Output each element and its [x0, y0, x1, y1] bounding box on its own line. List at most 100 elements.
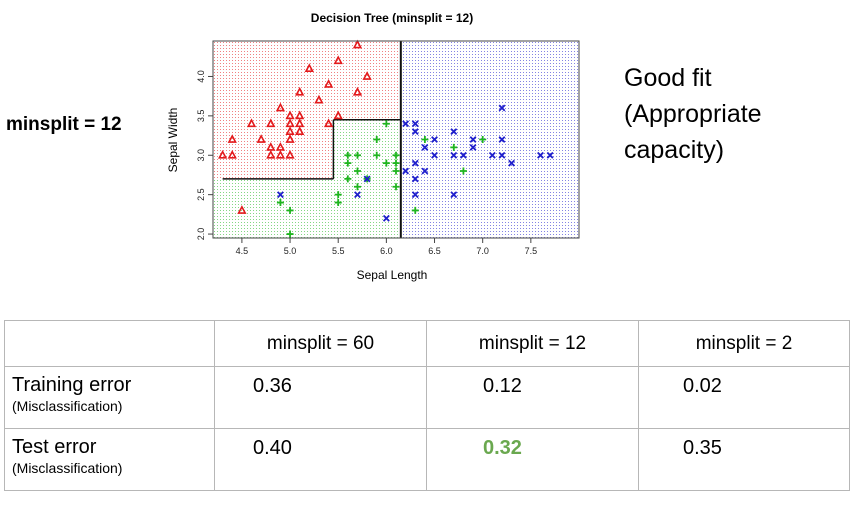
x-tick-label: 7.5: [525, 246, 538, 256]
point-virginica: [498, 151, 506, 159]
point-setosa: [217, 149, 228, 159]
x-tick-label: 7.0: [476, 246, 489, 256]
annotation-line-3: capacity): [624, 136, 725, 164]
point-virginica: [421, 143, 429, 151]
table-corner-cell: [4, 320, 215, 367]
point-virginica: [431, 151, 438, 159]
point-versicolor: [353, 183, 361, 191]
row-sublabel: (Misclassification): [12, 460, 123, 476]
point-setosa: [362, 71, 372, 80]
point-virginica: [498, 136, 506, 143]
data-points: [217, 39, 554, 238]
point-virginica: [508, 159, 516, 167]
x-tick-label: 4.5: [236, 246, 249, 256]
table-header-row: minsplit = 60 minsplit = 12 minsplit = 2: [4, 320, 850, 367]
point-setosa: [256, 134, 266, 143]
side-label: minsplit = 12: [6, 114, 122, 135]
point-versicolor: [344, 175, 352, 183]
point-versicolor: [392, 183, 400, 191]
point-virginica: [411, 120, 419, 128]
x-axis-label: Sepal Length: [357, 268, 428, 282]
row-label: Training error: [12, 374, 132, 396]
plot-frame: [212, 40, 580, 239]
point-versicolor: [373, 136, 381, 143]
x-axis: 4.5 5.0 5.5 6.0 6.5 7.0 7.5: [236, 238, 537, 256]
point-setosa: [275, 102, 286, 112]
point-setosa: [237, 205, 247, 214]
decision-regions: [213, 41, 579, 238]
annotation-line-1: Good fit: [624, 64, 712, 92]
point-versicolor: [353, 167, 361, 175]
table-row: Training error (Misclassification) 0.36 …: [4, 366, 850, 429]
point-setosa: [275, 149, 286, 159]
point-versicolor: [450, 143, 458, 151]
column-header: minsplit = 2: [638, 320, 850, 367]
point-versicolor: [459, 167, 467, 175]
point-virginica: [402, 120, 410, 128]
region-virginica: [400, 41, 579, 238]
y-tick-label: 4.0: [196, 70, 206, 83]
y-axis-label: Sepal Width: [166, 108, 180, 173]
point-virginica: [411, 191, 419, 199]
point-versicolor: [392, 151, 400, 159]
decision-boundaries: [222, 41, 402, 238]
point-setosa: [285, 149, 295, 159]
y-tick-label: 3.0: [196, 149, 206, 162]
point-versicolor: [479, 136, 487, 143]
point-setosa: [323, 118, 334, 128]
x-tick-label: 5.5: [332, 246, 345, 256]
region-versicolor: [213, 178, 334, 238]
point-versicolor: [344, 151, 352, 159]
point-virginica: [411, 175, 419, 183]
point-setosa: [323, 79, 334, 88]
point-virginica: [450, 151, 458, 159]
point-setosa: [295, 86, 305, 96]
point-versicolor: [344, 159, 352, 167]
point-virginica: [402, 167, 410, 175]
y-tick-label: 2.0: [196, 228, 206, 241]
point-virginica: [276, 191, 284, 199]
point-setosa: [314, 94, 324, 104]
point-setosa: [266, 118, 276, 128]
point-virginica: [431, 136, 438, 143]
point-virginica: [469, 136, 477, 143]
point-virginica: [382, 214, 390, 222]
table-cell: 0.12: [426, 366, 639, 429]
point-versicolor: [286, 230, 294, 238]
region-setosa: [333, 41, 401, 120]
point-setosa: [246, 118, 257, 128]
table-cell: 0.36: [214, 366, 427, 429]
table-row: Test error (Misclassification) 0.40 0.32…: [4, 428, 850, 491]
point-versicolor: [353, 151, 361, 159]
row-label: Test error: [12, 436, 97, 458]
table-cell: 0.35: [638, 428, 850, 491]
point-versicolor: [392, 159, 400, 167]
point-virginica: [488, 151, 496, 159]
point-virginica: [498, 104, 506, 112]
chart-title: Decision Tree (minsplit = 12): [311, 11, 473, 25]
point-virginica: [363, 175, 371, 183]
point-setosa: [352, 39, 363, 49]
point-setosa: [227, 134, 237, 143]
row-sublabel: (Misclassification): [12, 398, 123, 414]
point-setosa: [227, 149, 237, 159]
point-virginica: [459, 151, 467, 159]
point-setosa: [352, 86, 363, 96]
highlighted-table-cell: 0.32: [426, 428, 639, 491]
point-versicolor: [421, 136, 429, 143]
point-virginica: [469, 143, 477, 151]
point-setosa: [333, 110, 343, 120]
point-versicolor: [334, 199, 342, 207]
point-virginica: [354, 191, 361, 199]
point-virginica: [411, 128, 419, 136]
point-setosa: [304, 63, 314, 72]
point-versicolor: [411, 206, 419, 214]
x-tick-label: 6.0: [380, 246, 393, 256]
point-setosa: [266, 149, 276, 159]
point-virginica: [450, 191, 458, 199]
point-virginica: [421, 167, 429, 175]
annotation-line-2: (Appropriate: [624, 100, 762, 128]
decision-tree-plot: Decision Tree (minsplit = 12) 4.5 5.0 5.5 6…: [166, 11, 580, 282]
table-cell: 0.02: [638, 366, 850, 429]
point-virginica: [411, 159, 419, 167]
